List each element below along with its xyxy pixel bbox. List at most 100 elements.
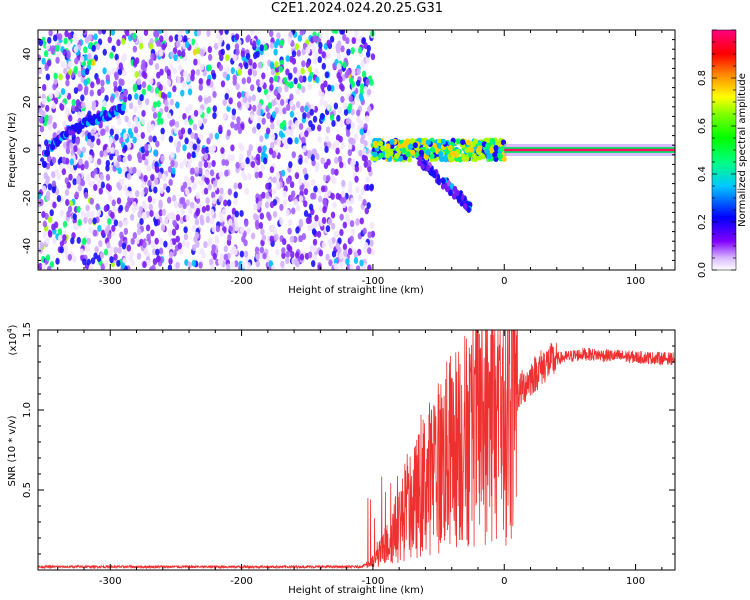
spectrogram-cell: [317, 56, 322, 64]
spectrogram-cell: [98, 187, 103, 195]
spectrogram-cell: [252, 69, 258, 77]
spectrogram-cell: [311, 46, 316, 54]
spectrogram-cell: [336, 114, 341, 122]
spectrogram-cell: [331, 250, 337, 258]
spectrogram-cell: [330, 143, 336, 151]
spectrogram-cell: [218, 64, 224, 72]
spectrogram-cell: [282, 107, 287, 115]
spectrogram-cell: [83, 79, 88, 87]
spectrogram-cell: [172, 67, 177, 75]
spectrogram-cell: [93, 252, 98, 260]
spectrogram-cell: [350, 47, 355, 55]
spectrogram-cell: [291, 151, 296, 159]
spectrogram-cell: [116, 181, 121, 189]
spectrogram-cell: [195, 192, 200, 200]
spectrogram-cell: [184, 137, 189, 145]
spectrogram-cell: [353, 257, 359, 265]
spectrogram-cell: [238, 153, 244, 161]
spectrogram-cell: [183, 35, 188, 43]
spectrogram-cell: [369, 183, 374, 191]
spectrogram-cell: [342, 243, 348, 251]
spectrogram-y-axis-label: Frequency (Hz): [7, 112, 18, 188]
spectrogram-cell: [354, 30, 359, 37]
spectrogram-cell: [358, 93, 364, 101]
spectrogram-cell: [246, 149, 252, 157]
spectrogram-cell: [244, 62, 249, 70]
spectrogram-cell: [172, 220, 178, 228]
spectrogram-cell: [66, 210, 71, 218]
spectrogram-cell: [218, 258, 224, 266]
spectrogram-cell: [305, 181, 311, 189]
spectrogram-cell: [279, 218, 284, 226]
spectrogram-cell: [65, 73, 70, 81]
spectrogram-cell: [38, 107, 43, 115]
spectrogram-cell: [47, 36, 52, 44]
spectrogram-cell: [340, 30, 346, 35]
spectrogram-cell: [38, 39, 44, 47]
spectrogram-cell: [128, 191, 133, 199]
spectrogram-cell: [235, 161, 240, 169]
spectrogram-cell: [326, 51, 331, 59]
spectrogram-cell: [53, 97, 59, 105]
spectrogram-cell: [324, 145, 329, 153]
spectrogram-cell: [150, 229, 155, 237]
spectrogram-cell: [120, 262, 126, 270]
spectrogram-cell: [126, 172, 132, 180]
spectrogram-cell: [278, 130, 284, 138]
spectrogram-cell: [136, 252, 142, 260]
spectrogram-cell: [350, 108, 355, 116]
spectrogram-cell: [265, 182, 270, 190]
spectrogram-cell: [77, 83, 83, 91]
spectrogram-cell: [237, 182, 243, 190]
spectrogram-cell: [359, 259, 364, 267]
spectrogram-cell: [68, 114, 73, 122]
spectrogram-cell: [182, 144, 187, 152]
spectrogram-cell: [51, 156, 57, 164]
spectrogram-cell: [114, 133, 119, 141]
spectrogram-cell: [126, 141, 132, 149]
spectrogram-cell: [100, 129, 105, 137]
spectrogram-cell: [57, 33, 63, 41]
spectrogram-cell: [322, 174, 328, 182]
spectrogram-cell: [298, 74, 303, 82]
spectrogram-cell: [81, 101, 86, 109]
spectrogram-cell: [369, 221, 375, 229]
spectrogram-cell: [117, 118, 122, 126]
spectrogram-cell: [235, 83, 240, 91]
spectrogram-cell: [355, 265, 361, 270]
spectrogram-cell: [137, 69, 143, 77]
spectrogram-cell: [351, 138, 356, 146]
spectrogram-cell: [152, 258, 158, 266]
spectrogram-cell: [116, 39, 121, 47]
spectrogram-cell: [372, 151, 378, 158]
spectrogram-cell: [92, 217, 97, 225]
spectrogram-cell: [268, 225, 274, 233]
spectrogram-cell: [109, 245, 114, 253]
spectrogram-cell: [389, 143, 395, 150]
spectrogram-cell: [275, 248, 280, 256]
snr-scale-suffix: ): [8, 324, 19, 328]
spectrogram-cell: [360, 60, 365, 68]
spectrogram-cell: [194, 218, 200, 226]
spectrogram-cell: [219, 253, 225, 261]
spectrogram-cell: [107, 232, 112, 240]
spectrogram-cell: [59, 246, 64, 254]
spectrogram-cell: [85, 204, 90, 212]
y-tick-label: 0.5: [22, 482, 33, 498]
spectrogram-cell: [185, 41, 190, 49]
spectrogram-cell: [232, 78, 237, 86]
spectrogram-cell: [60, 87, 66, 95]
spectrogram-cell: [86, 210, 91, 218]
spectrogram-cell: [100, 229, 106, 237]
spectrogram-cell: [485, 143, 491, 150]
spectrogram-cell: [204, 170, 210, 178]
spectrogram-cell: [63, 67, 68, 75]
spectrogram-cell: [73, 87, 79, 95]
spectrogram-cell: [295, 226, 300, 234]
spectrogram-cell: [492, 151, 498, 158]
spectrogram-cell: [198, 95, 203, 103]
spectrogram-cell: [345, 129, 351, 137]
spectrogram-cell: [46, 59, 52, 67]
spectrogram-cell: [312, 254, 317, 262]
spectrogram-cell: [187, 178, 192, 186]
